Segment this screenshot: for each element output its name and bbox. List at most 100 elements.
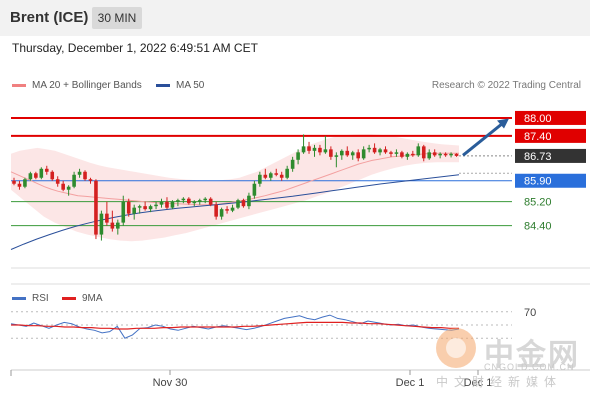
watermark-tagline: 中文财经新媒体	[436, 375, 563, 389]
candle-body	[394, 152, 399, 154]
candle-body	[165, 201, 169, 208]
legend-label: 9MA	[82, 293, 103, 304]
candle-body	[329, 149, 333, 157]
level-label: 86.73	[524, 151, 552, 163]
forecast-arrow-shaft	[462, 121, 504, 157]
candle-body	[94, 180, 98, 235]
x-axis-label: Dec 1	[464, 377, 493, 389]
level-label-box	[515, 173, 586, 188]
candle-body	[372, 147, 377, 153]
candle-body	[285, 168, 289, 178]
candle-body	[187, 198, 191, 204]
candle-body	[252, 183, 257, 196]
watermark-logo-icon	[446, 338, 466, 358]
candle-body	[230, 207, 235, 211]
candle-body	[236, 200, 240, 208]
credit-text: Research © 2022 Trading Central	[431, 80, 581, 91]
candle-body	[400, 152, 404, 157]
candle-body	[443, 153, 448, 156]
candle-body	[176, 200, 180, 202]
candle-body	[137, 206, 142, 208]
watermark-title: 中金网	[484, 338, 580, 373]
candle-body	[44, 168, 49, 172]
candle-body	[296, 152, 300, 160]
watermark-url: CNGOLD.COM.CN	[484, 362, 575, 372]
candle-body	[350, 152, 355, 156]
candle-body	[361, 149, 366, 159]
candle-body	[159, 201, 164, 205]
level-label: 87.40	[524, 131, 552, 143]
candle-body	[170, 201, 175, 208]
candle-body	[312, 147, 317, 151]
candle-body	[148, 206, 153, 210]
candle-body	[61, 183, 65, 190]
candle-body	[301, 146, 306, 153]
candle-body	[405, 153, 410, 157]
candle-body	[225, 209, 229, 211]
candle-body	[126, 201, 131, 214]
rsi-tick-label: 70	[524, 307, 536, 319]
candle-body	[23, 179, 27, 187]
candle-body	[263, 174, 268, 178]
instrument-title: Brent (ICE)	[10, 9, 89, 26]
level-label: 84.40	[524, 221, 552, 233]
candle-body	[132, 207, 136, 214]
legend-label: MA 20 + Bollinger Bands	[32, 80, 142, 91]
x-axis-label: Nov 30	[153, 377, 188, 389]
candle-body	[258, 174, 262, 184]
candle-body	[39, 168, 44, 178]
candle-body	[438, 153, 442, 156]
candle-body	[367, 147, 371, 150]
legend-swatch	[62, 296, 76, 300]
level-label: 85.90	[524, 176, 552, 188]
ma20-line	[10, 152, 459, 206]
candle-body	[432, 152, 437, 156]
candle-body	[121, 201, 126, 223]
legend-swatch	[12, 83, 26, 87]
candle-body	[279, 174, 284, 178]
candle-body	[345, 150, 350, 156]
candle-body	[66, 186, 71, 190]
candle-body	[241, 200, 246, 207]
candle-body	[88, 179, 93, 181]
candle-body	[55, 179, 60, 184]
rsi-9ma-line	[11, 321, 459, 330]
level-label-box	[515, 110, 586, 125]
candle-body	[17, 183, 22, 187]
candle-body	[83, 171, 87, 180]
candle-body	[72, 174, 76, 187]
level-label-box	[515, 148, 586, 163]
interval-button[interactable]: 30 MIN	[92, 7, 142, 29]
candle-body	[411, 153, 415, 156]
candle-body	[454, 153, 459, 156]
candle-body	[416, 146, 421, 156]
candle-body	[274, 173, 279, 175]
candle-body	[28, 173, 33, 180]
candle-body	[203, 198, 208, 201]
candle-body	[116, 222, 120, 229]
candle-body	[340, 150, 344, 156]
candle-body	[383, 149, 388, 153]
candle-body	[192, 201, 197, 204]
candle-body	[378, 149, 382, 153]
candle-body	[77, 171, 82, 175]
candle-body	[389, 152, 393, 154]
candle-body	[356, 152, 360, 159]
level-label: 85.20	[524, 197, 552, 209]
candle-body	[99, 213, 104, 235]
level-label: 88.00	[524, 113, 552, 125]
candle-body	[334, 155, 339, 157]
candle-body	[197, 200, 202, 202]
legend-rsi: RSI	[12, 293, 49, 304]
legend-label: MA 50	[176, 80, 205, 91]
candle-body	[34, 173, 38, 178]
candle-body	[105, 213, 109, 223]
candle-body	[214, 204, 218, 217]
legend-swatch	[156, 83, 170, 87]
candle-body	[247, 195, 251, 207]
candle-body	[318, 147, 322, 153]
candle-body	[307, 146, 311, 151]
x-axis-label: Dec 1	[396, 377, 425, 389]
candle-body	[427, 152, 432, 159]
